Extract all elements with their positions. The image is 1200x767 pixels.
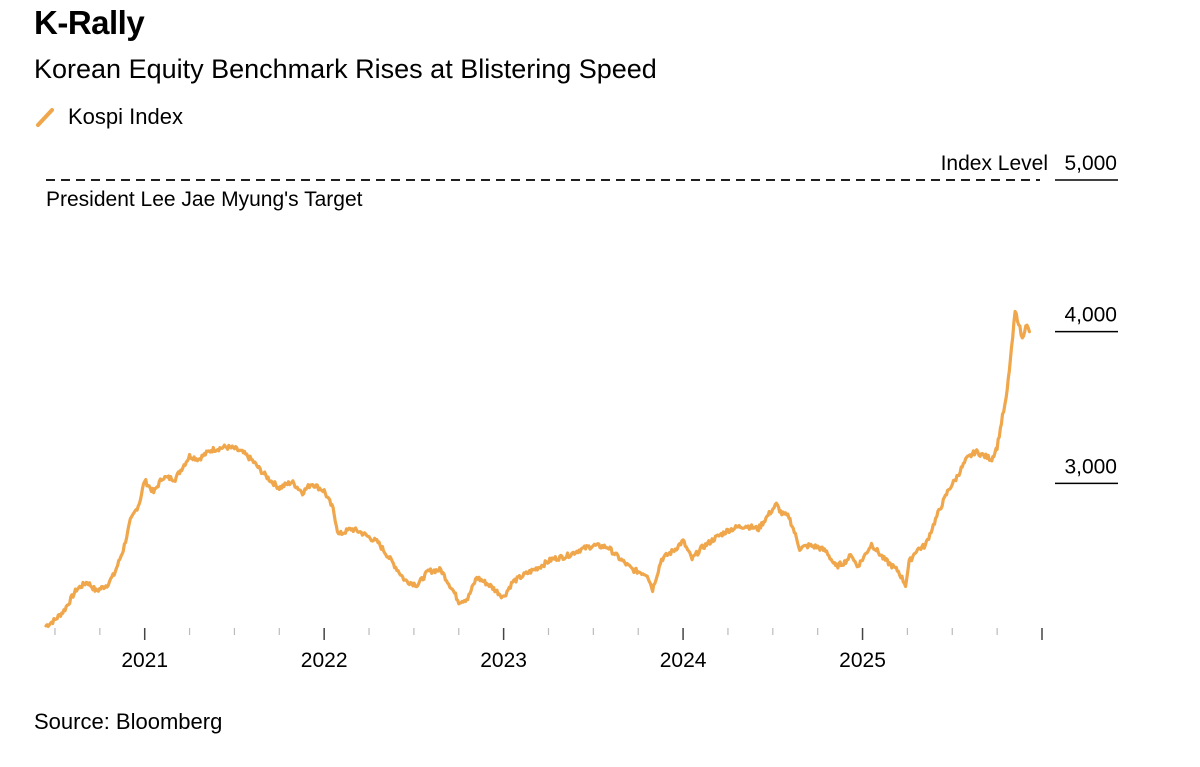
chart-title: K-Rally <box>34 4 145 41</box>
y-axis-label: Index Level <box>941 152 1048 175</box>
legend: Kospi Index <box>34 104 183 130</box>
legend-swatch-icon <box>36 108 54 127</box>
x-tick-label: 2023 <box>480 649 527 672</box>
legend-label: Kospi Index <box>68 104 183 129</box>
reference-line-label: President Lee Jae Myung's Target <box>46 188 363 211</box>
x-tick-label: 2021 <box>121 649 168 672</box>
x-tick-label: 2024 <box>660 649 707 672</box>
y-tick-label: 4,000 <box>1064 304 1117 327</box>
chart-subtitle: Korean Equity Benchmark Rises at Blister… <box>34 54 657 84</box>
source-note: Source: Bloomberg <box>34 709 223 734</box>
kospi-series-line <box>44 309 1031 628</box>
y-axis: 3,000 4,000 5,000 Index Level <box>941 152 1118 485</box>
x-tick-label: 2022 <box>301 649 348 672</box>
reference-line-group: President Lee Jae Myung's Target <box>46 179 1040 211</box>
y-tick-label: 3,000 <box>1064 455 1117 478</box>
series-group <box>44 309 1031 628</box>
y-tick-label: 5,000 <box>1064 152 1117 175</box>
x-axis: 2021 2022 2023 2024 2025 <box>54 628 1043 672</box>
x-tick-label: 2025 <box>839 649 886 672</box>
